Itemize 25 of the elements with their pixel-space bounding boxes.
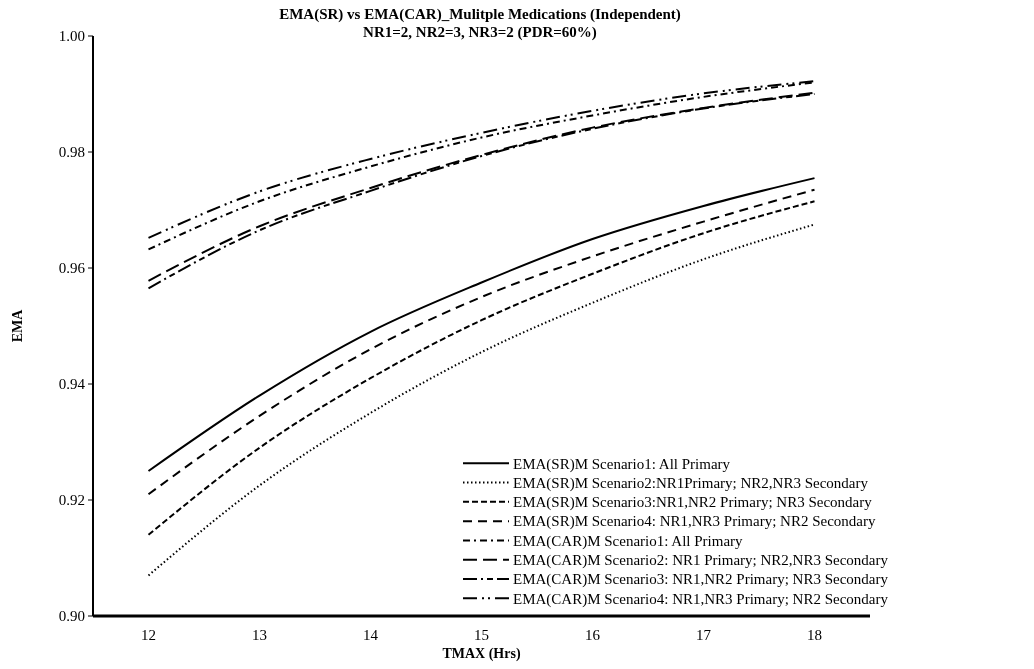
x-tick-label: 15 xyxy=(474,627,489,643)
legend-label: EMA(SR)M Scenario3:NR1,NR2 Primary; NR3 Secondary xyxy=(513,494,873,512)
legend-label: EMA(CAR)M Scenario2: NR1 Primary; NR2,NR3 Secondary xyxy=(513,552,889,569)
x-tick-label: 13 xyxy=(252,627,267,643)
legend-label: EMA(CAR)M Scenario4: NR1,NR3 Primary; NR2 Secondary xyxy=(513,590,889,608)
chart-title: EMA(SR) vs EMA(CAR)_Mulitple Medications (Independent) xyxy=(279,6,681,23)
x-tick-label: 18 xyxy=(807,627,822,643)
x-tick-label: 16 xyxy=(585,627,601,643)
y-tick-label: 0.98 xyxy=(58,144,85,161)
y-tick-label: 0.94 xyxy=(58,376,86,393)
y-tick-label: 0.92 xyxy=(58,492,85,509)
legend-label: EMA(CAR)M Scenario3: NR1,NR2 Primary; NR3 Secondary xyxy=(513,571,889,589)
y-tick-label: 0.96 xyxy=(58,260,86,277)
x-tick-label: 12 xyxy=(141,627,156,643)
legend-label: EMA(SR)M Scenario2:NR1Primary; NR2,NR3 Secondary xyxy=(513,474,869,492)
legend-label: EMA(SR)M Scenario1: All Primary xyxy=(513,455,731,473)
chart-subtitle: NR1=2, NR2=3, NR3=2 (PDR=60%) xyxy=(363,24,597,41)
y-tick-label: 1.00 xyxy=(58,28,85,45)
legend-label: EMA(CAR)M Scenario1: All Primary xyxy=(513,532,744,550)
x-tick-label: 17 xyxy=(696,627,712,643)
x-axis-title: TMAX (Hrs) xyxy=(442,646,521,662)
legend-label: EMA(SR)M Scenario4: NR1,NR3 Primary; NR2 Secondary xyxy=(513,513,876,531)
y-tick-label: 0.90 xyxy=(58,608,85,625)
x-tick-label: 14 xyxy=(363,627,379,643)
y-axis-title: EMA xyxy=(10,308,25,343)
